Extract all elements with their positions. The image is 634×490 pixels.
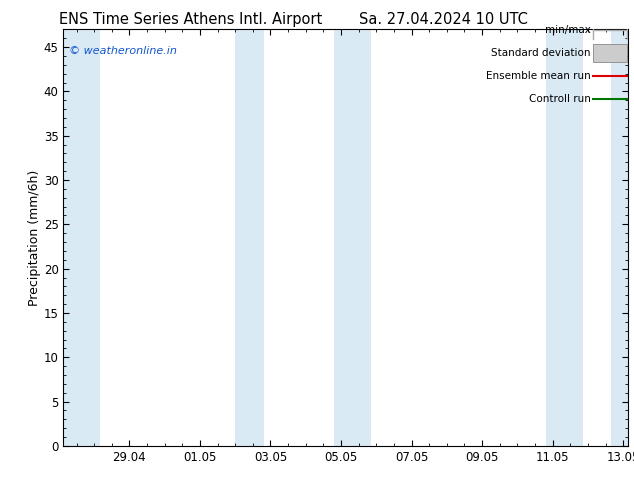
Bar	[63, 29, 100, 446]
Text: ENS Time Series Athens Intl. Airport: ENS Time Series Athens Intl. Airport	[58, 12, 322, 27]
Bar	[611, 29, 628, 446]
Text: Standard deviation: Standard deviation	[491, 48, 590, 58]
Text: Controll run: Controll run	[529, 94, 590, 104]
Bar	[593, 44, 626, 62]
Text: min/max: min/max	[545, 25, 590, 35]
Text: © weatheronline.in: © weatheronline.in	[69, 46, 177, 56]
Bar	[546, 29, 583, 446]
Text: Ensemble mean run: Ensemble mean run	[486, 71, 590, 81]
Bar	[235, 29, 264, 446]
Text: Sa. 27.04.2024 10 UTC: Sa. 27.04.2024 10 UTC	[359, 12, 528, 27]
Bar	[334, 29, 371, 446]
Y-axis label: Precipitation (mm/6h): Precipitation (mm/6h)	[28, 170, 41, 306]
